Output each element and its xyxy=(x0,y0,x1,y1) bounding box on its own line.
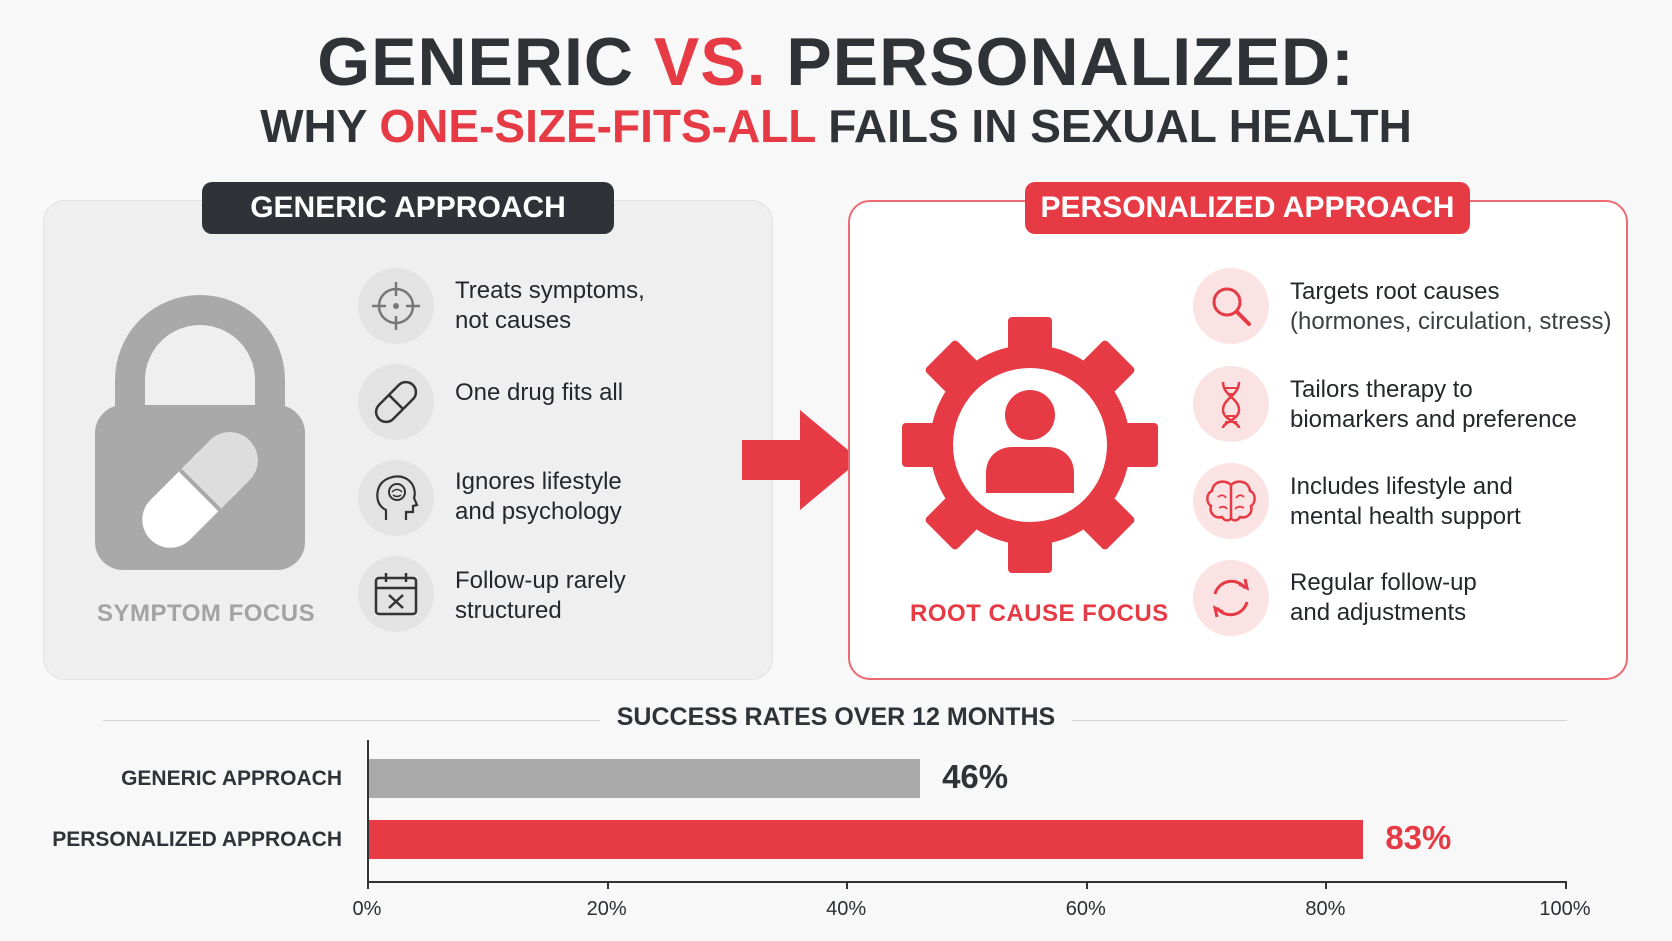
generic-feature-text: Follow-up rarely structured xyxy=(455,566,626,626)
feature-line: Treats symptoms, xyxy=(455,277,645,304)
title-text-end: PERSONALIZED: xyxy=(766,24,1355,100)
feature-line: Regular follow-up xyxy=(1290,569,1477,596)
subtitle-text-end: FAILS IN SEXUAL HEALTH xyxy=(815,100,1412,152)
generic-icon-circle xyxy=(358,268,434,344)
chart-y-axis xyxy=(367,740,369,882)
generic-icon-circle xyxy=(358,364,434,440)
chart-x-axis xyxy=(367,881,1565,883)
feature-line: (hormones, circulation, stress) xyxy=(1290,308,1612,335)
bar-category-label: GENERIC APPROACH xyxy=(121,767,342,790)
personalized-feature-text: Regular follow-up and adjustments xyxy=(1290,568,1477,628)
title-vs-text: VS. xyxy=(653,24,767,100)
target-icon xyxy=(372,282,420,330)
page-subtitle: WHY ONE-SIZE-FITS-ALL FAILS IN SEXUAL HE… xyxy=(0,98,1672,154)
feature-line: biomarkers and preference xyxy=(1290,406,1577,433)
magnifier-icon xyxy=(1212,287,1251,326)
page-title: GENERIC VS. PERSONALIZED: xyxy=(0,22,1672,102)
head-brain-icon xyxy=(376,475,419,520)
bar-personalized xyxy=(369,820,1364,859)
x-tick-mark xyxy=(1565,881,1567,889)
personalized-icon-circle xyxy=(1193,268,1269,344)
generic-feature-text: One drug fits all xyxy=(455,378,623,408)
bar-generic xyxy=(369,759,921,798)
personalized-icon-circle xyxy=(1193,366,1269,442)
generic-feature-text: Treats symptoms, not causes xyxy=(455,276,645,336)
personalized-icon-circle xyxy=(1193,560,1269,636)
x-tick-mark xyxy=(367,881,369,889)
refresh-icon xyxy=(1212,578,1250,618)
x-tick-mark xyxy=(846,881,849,889)
brain-icon xyxy=(1206,480,1256,522)
chart-title: SUCCESS RATES OVER 12 MONTHS xyxy=(616,703,1056,731)
personalized-feature-text: Tailors therapy to biomarkers and prefere… xyxy=(1290,375,1577,435)
feature-line: Targets root causes xyxy=(1290,278,1500,305)
x-tick-mark xyxy=(1325,881,1328,889)
chart-title-rule-right xyxy=(1072,720,1567,721)
bar-category-label: PERSONALIZED APPROACH xyxy=(52,828,342,851)
feature-line: structured xyxy=(455,597,562,624)
generic-icon-circle xyxy=(358,556,434,632)
dna-icon xyxy=(1221,381,1241,429)
x-tick-label: 0% xyxy=(352,898,382,920)
x-tick-label: 40% xyxy=(826,898,867,920)
gear-person-icon xyxy=(902,317,1158,573)
x-tick-label: 100% xyxy=(1539,898,1591,920)
feature-line: Ignores lifestyle xyxy=(455,468,622,495)
generic-approach-label: GENERIC APPROACH xyxy=(202,182,614,234)
pill-icon xyxy=(374,380,418,424)
feature-line: Includes lifestyle and xyxy=(1290,473,1513,500)
x-tick-label: 80% xyxy=(1305,898,1346,920)
lock-pill-icon xyxy=(95,295,305,570)
subtitle-highlight: ONE-SIZE-FITS-ALL xyxy=(379,100,816,152)
x-tick-mark xyxy=(1085,881,1088,889)
x-tick-mark xyxy=(606,881,609,889)
subtitle-text: WHY xyxy=(260,100,380,152)
personalized-icon-circle xyxy=(1193,463,1269,539)
personalized-feature-text: Targets root causes (hormones, circulatio… xyxy=(1290,277,1611,337)
feature-line: mental health support xyxy=(1290,503,1521,530)
generic-feature-text: Ignores lifestyle and psychology xyxy=(455,467,622,527)
personalized-feature-text: Includes lifestyle and mental health supp… xyxy=(1290,472,1521,532)
root-cause-focus-label: ROOT CAUSE FOCUS xyxy=(910,600,1169,627)
title-text: GENERIC xyxy=(317,24,654,100)
feature-line: Follow-up rarely xyxy=(455,567,626,594)
bar-value-label: 83% xyxy=(1385,819,1452,856)
personalized-approach-label: PERSONALIZED APPROACH xyxy=(1025,182,1470,234)
feature-line: Tailors therapy to xyxy=(1290,376,1473,403)
x-tick-label: 20% xyxy=(586,898,627,920)
x-tick-label: 60% xyxy=(1065,898,1106,920)
feature-line: and adjustments xyxy=(1290,599,1467,626)
chart-title-rule-left xyxy=(103,720,600,721)
arrow-right-icon xyxy=(742,410,860,510)
feature-line: not causes xyxy=(455,307,572,334)
bar-value-label: 46% xyxy=(942,758,1009,795)
generic-icon-circle xyxy=(358,460,434,536)
calendar-x-icon xyxy=(374,573,418,616)
feature-line: and psychology xyxy=(455,498,622,525)
feature-line: One drug fits all xyxy=(455,379,624,406)
symptom-focus-label: SYMPTOM FOCUS xyxy=(97,600,316,627)
